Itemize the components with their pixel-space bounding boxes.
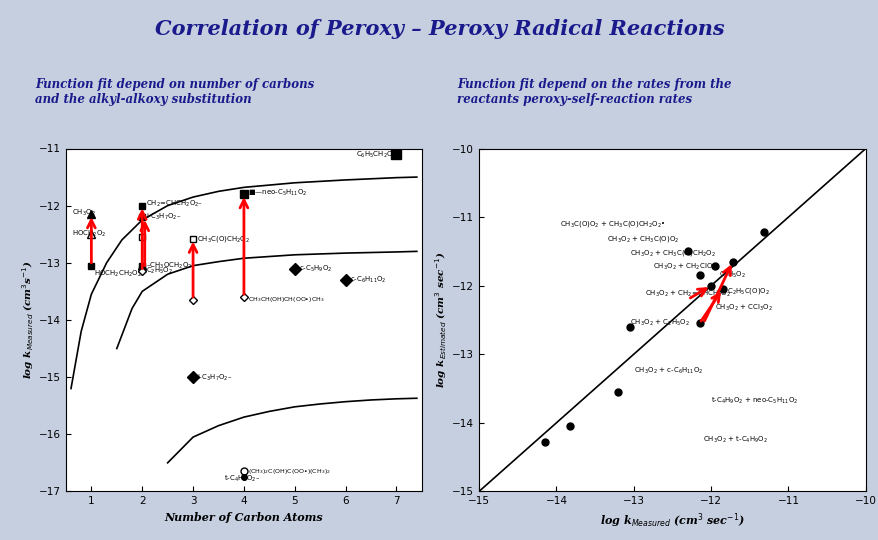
Text: CH$_3$CH(OH)CH(OO•)CH$_3$: CH$_3$CH(OH)CH(OO•)CH$_3$ bbox=[248, 295, 324, 305]
Text: c-C$_6$H$_{11}$O$_2$: c-C$_6$H$_{11}$O$_2$ bbox=[349, 275, 386, 285]
Text: i-C$_3$H$_7$O$_2$–: i-C$_3$H$_7$O$_2$– bbox=[146, 212, 182, 222]
Text: CH$_3$O$_2$ + CH$_3$C(O)O$_2$: CH$_3$O$_2$ + CH$_3$C(O)O$_2$ bbox=[606, 234, 679, 244]
Text: –CH$_3$OCH$_2$O$_2$: –CH$_3$OCH$_2$O$_2$ bbox=[146, 261, 192, 271]
Text: Correlation of Peroxy – Peroxy Radical Reactions: Correlation of Peroxy – Peroxy Radical R… bbox=[155, 19, 723, 39]
Text: HOCH$_2$O$_2$: HOCH$_2$O$_2$ bbox=[72, 229, 106, 239]
Text: C$_6$H$_5$CH$_2$O$_2$: C$_6$H$_5$CH$_2$O$_2$ bbox=[356, 150, 396, 160]
Text: C$_2$H$_5$O$_2$: C$_2$H$_5$O$_2$ bbox=[146, 266, 173, 276]
Text: t-C$_4$H$_9$O$_2$ + neo-C$_5$H$_{11}$O$_2$: t-C$_4$H$_9$O$_2$ + neo-C$_5$H$_{11}$O$_… bbox=[710, 396, 797, 406]
Text: + C$_2$H$_5$C(O)O$_2$: + C$_2$H$_5$C(O)O$_2$ bbox=[718, 286, 769, 296]
Text: i-C$_3$H$_7$O$_2$–: i-C$_3$H$_7$O$_2$– bbox=[197, 373, 233, 383]
Text: CH$_3$C(O)O$_2$ + CH$_3$C(O)CH$_2$O$_2$•: CH$_3$C(O)O$_2$ + CH$_3$C(O)CH$_2$O$_2$• bbox=[559, 219, 665, 229]
Text: Function fit depend on number of carbons
and the alkyl-alkoxy substitution: Function fit depend on number of carbons… bbox=[35, 78, 314, 106]
Text: (CH$_3$)$_2$C(OH)C(OO•)(CH$_3$)$_2$: (CH$_3$)$_2$C(OH)C(OO•)(CH$_3$)$_2$ bbox=[248, 467, 330, 476]
Text: c-C$_5$H$_9$O$_2$: c-C$_5$H$_9$O$_2$ bbox=[299, 264, 332, 274]
Text: CH$_2$=CHCH$_2$O$_2$–: CH$_2$=CHCH$_2$O$_2$– bbox=[146, 199, 203, 209]
Text: Function fit depend on the rates from the
reactants peroxy-self-reaction rates: Function fit depend on the rates from th… bbox=[457, 78, 730, 106]
Text: CH$_3$O$_2$ + c-C$_6$H$_{11}$O$_2$: CH$_3$O$_2$ + c-C$_6$H$_{11}$O$_2$ bbox=[633, 366, 702, 376]
Text: C$_2$H$_5$O$_2$: C$_2$H$_5$O$_2$ bbox=[718, 271, 745, 280]
Text: CH$_3$C(O)CH$_2$O$_2$: CH$_3$C(O)CH$_2$O$_2$ bbox=[197, 234, 250, 244]
Text: ■—neo-C$_5$H$_{11}$O$_2$: ■—neo-C$_5$H$_{11}$O$_2$ bbox=[248, 188, 307, 198]
X-axis label: Number of Carbon Atoms: Number of Carbon Atoms bbox=[164, 512, 323, 523]
Text: CH$_3$O$_2$ + CH$_3$C(O)CH$_2$O$_2$: CH$_3$O$_2$ + CH$_3$C(O)CH$_2$O$_2$ bbox=[630, 248, 715, 258]
Text: t-C$_4$H$_9$O$_2$–: t-C$_4$H$_9$O$_2$– bbox=[223, 474, 260, 484]
Text: CH$_3$O$_2$ + t-C$_4$H$_9$O$_2$: CH$_3$O$_2$ + t-C$_4$H$_9$O$_2$ bbox=[702, 435, 767, 445]
Text: CH$_3$O$_2$: CH$_3$O$_2$ bbox=[72, 207, 96, 218]
Text: CH$_3$O$_2$ + CH$_2$=CHCH$_2$O$_2$: CH$_3$O$_2$ + CH$_2$=CHCH$_2$O$_2$ bbox=[644, 289, 730, 299]
X-axis label: log k$_{Measured}$ (cm$^3$ sec$^{-1}$): log k$_{Measured}$ (cm$^3$ sec$^{-1}$) bbox=[599, 512, 745, 530]
Y-axis label: log k$_{Estimated}$ (cm$^3$ sec$^{-1}$): log k$_{Estimated}$ (cm$^3$ sec$^{-1}$) bbox=[433, 252, 449, 388]
Text: CH$_3$O$_2$ + C$_2$H$_5$O$_2$: CH$_3$O$_2$ + C$_2$H$_5$O$_2$ bbox=[630, 318, 689, 328]
Text: HOCH$_2$CH$_2$O$_2$: HOCH$_2$CH$_2$O$_2$ bbox=[94, 269, 142, 279]
Y-axis label: log k$_{Measured}$ (cm$^3$s$^{-1}$): log k$_{Measured}$ (cm$^3$s$^{-1}$) bbox=[20, 260, 36, 380]
Text: CH$_3$O$_2$ + CCl$_3$O$_2$: CH$_3$O$_2$ + CCl$_3$O$_2$ bbox=[714, 302, 772, 313]
Text: CH$_3$O$_2$ + CH$_2$ClO$_2$: CH$_3$O$_2$ + CH$_2$ClO$_2$ bbox=[652, 261, 716, 272]
